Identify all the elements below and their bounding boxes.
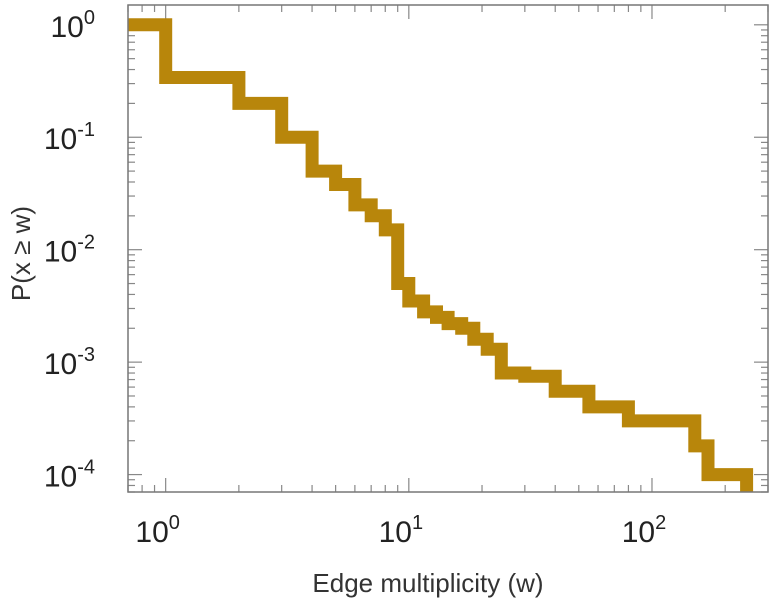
y-tick-label: 10-4 <box>44 457 95 494</box>
y-tick-label: 10-3 <box>44 344 95 381</box>
series-layer <box>128 18 754 492</box>
ccdf-series-line <box>128 18 754 492</box>
y-axis-title: P(x ≥ w) <box>6 206 36 301</box>
x-axis-title: Edge multiplicity (w) <box>312 568 543 598</box>
y-tick-labels: 100 10-1 10-2 10-3 10-4 <box>44 7 95 494</box>
y-tick-label: 10-1 <box>44 119 95 156</box>
tick-marks <box>127 5 769 493</box>
x-tick-label: 100 <box>135 512 180 549</box>
plot-frame <box>127 4 769 493</box>
y-tick-label: 10-2 <box>44 232 95 269</box>
x-tick-labels: 100 101 102 <box>135 512 666 549</box>
y-tick-label: 100 <box>51 7 96 44</box>
x-tick-label: 102 <box>622 512 667 549</box>
x-tick-label: 101 <box>379 512 424 549</box>
